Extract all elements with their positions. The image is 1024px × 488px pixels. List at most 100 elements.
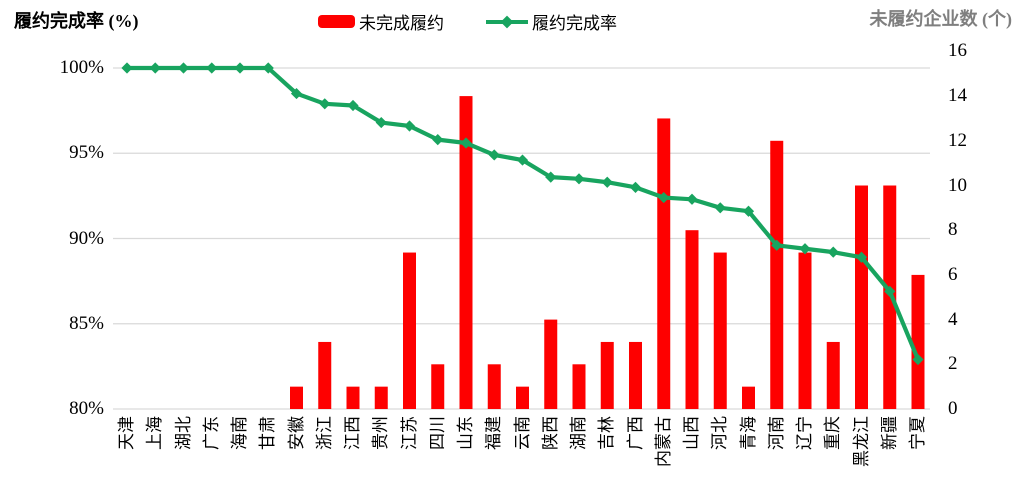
- bar-安徽: [290, 386, 303, 409]
- marker-浙江: [319, 98, 331, 110]
- bar-云南: [516, 386, 529, 409]
- bar-湖南: [572, 364, 586, 409]
- category-label-wrap: 四川: [428, 416, 447, 488]
- category-label-wrap: 贵州: [371, 416, 391, 488]
- category-label-wrap: 辽宁: [795, 416, 814, 488]
- category-label-wrap: 浙江: [314, 416, 334, 488]
- marker-辽宁: [799, 243, 811, 255]
- bar-河南: [770, 140, 784, 410]
- legend-line-swatch-icon: [486, 15, 528, 28]
- right-tick-4: 4: [948, 308, 958, 330]
- left-tick-85%: 85%: [69, 312, 104, 334]
- category-label-河北: 河北: [710, 416, 730, 450]
- category-label-黑龙江: 黑龙江: [851, 416, 871, 467]
- bar-江西: [346, 386, 360, 409]
- marker-广东: [206, 62, 218, 74]
- category-label-wrap: 宁夏: [908, 416, 927, 488]
- category-label-甘肃: 甘肃: [258, 416, 278, 450]
- category-label-安徽: 安徽: [286, 416, 306, 450]
- marker-安徽: [290, 87, 303, 100]
- category-label-wrap: 海南: [230, 416, 249, 488]
- category-label-wrap: 福建: [484, 416, 504, 488]
- bar-福建: [487, 364, 501, 409]
- category-label-wrap: 青海: [738, 416, 758, 488]
- bar-山西: [685, 230, 699, 409]
- marker-宁夏: [912, 353, 924, 366]
- category-label-wrap: 湖北: [174, 416, 193, 488]
- marker-海南: [234, 62, 246, 74]
- bar-吉林: [600, 341, 614, 409]
- marker-青海: [742, 205, 755, 217]
- bar-黑龙江: [855, 185, 868, 409]
- category-label-wrap: 吉林: [597, 416, 617, 488]
- marker-江西: [347, 99, 359, 112]
- marker-天津: [121, 62, 133, 74]
- category-label-青海: 青海: [738, 416, 758, 450]
- bar-宁夏: [911, 274, 925, 409]
- legend-bar-swatch-icon: [318, 15, 355, 28]
- left-tick-100%: 100%: [59, 57, 104, 78]
- category-label-山东: 山东: [456, 416, 475, 450]
- marker-福建: [488, 149, 500, 161]
- left-tick-90%: 90%: [69, 227, 104, 249]
- right-tick-8: 8: [948, 219, 958, 241]
- category-label-wrap: 广西: [625, 416, 645, 488]
- marker-上海: [149, 62, 161, 74]
- marker-湖北: [177, 62, 190, 74]
- category-label-wrap: 陕西: [540, 416, 560, 488]
- marker-云南: [516, 154, 529, 166]
- left-tick-95%: 95%: [69, 142, 104, 164]
- category-label-贵州: 贵州: [371, 416, 391, 450]
- category-label-wrap: 甘肃: [258, 416, 278, 488]
- bar-内蒙古: [657, 118, 671, 409]
- marker-江苏: [403, 120, 416, 132]
- category-label-吉林: 吉林: [597, 416, 617, 450]
- bar-河北: [713, 252, 727, 409]
- category-label-江西: 江西: [343, 416, 362, 450]
- bar-山东: [459, 96, 473, 409]
- marker-陕西: [545, 171, 557, 183]
- category-label-wrap: 黑龙江: [851, 416, 871, 488]
- bar-贵州: [374, 386, 388, 409]
- category-label-wrap: 上海: [145, 416, 164, 488]
- bar-浙江: [318, 341, 332, 409]
- marker-重庆: [827, 246, 839, 258]
- marker-河南: [771, 239, 783, 251]
- right-tick-14: 14: [948, 85, 967, 107]
- category-label-广西: 广西: [625, 416, 645, 450]
- right-tick-12: 12: [948, 129, 967, 151]
- category-label-陕西: 陕西: [540, 416, 560, 450]
- marker-新疆: [884, 285, 896, 297]
- category-label-云南: 云南: [512, 416, 532, 450]
- left-tick-80%: 80%: [69, 398, 104, 419]
- marker-甘肃: [262, 62, 274, 74]
- bar-新疆: [883, 185, 897, 409]
- marker-黑龙江: [855, 251, 868, 263]
- bar-四川: [431, 364, 445, 409]
- right-axis-title: 未履约企业数 (个): [869, 9, 1013, 29]
- bar-陕西: [544, 319, 558, 409]
- marker-四川: [432, 134, 444, 146]
- marker-内蒙古: [658, 191, 670, 204]
- category-label-wrap: 江西: [343, 416, 362, 488]
- category-label-河南: 河南: [766, 416, 786, 450]
- right-tick-0: 0: [948, 398, 958, 419]
- category-label-wrap: 新疆: [879, 416, 899, 488]
- category-label-海南: 海南: [230, 416, 249, 450]
- bar-江苏: [403, 252, 416, 409]
- category-label-wrap: 天津: [117, 416, 136, 488]
- category-label-浙江: 浙江: [314, 416, 334, 450]
- category-label-新疆: 新疆: [879, 416, 899, 450]
- legend-label-bars: 未完成履约: [359, 14, 444, 33]
- marker-山东: [460, 137, 472, 149]
- category-label-重庆: 重庆: [823, 416, 843, 450]
- category-label-wrap: 江苏: [400, 416, 419, 488]
- right-tick-6: 6: [948, 263, 958, 285]
- marker-贵州: [375, 116, 387, 129]
- marker-广西: [629, 181, 642, 193]
- category-label-湖南: 湖南: [569, 416, 588, 450]
- category-label-福建: 福建: [484, 416, 504, 450]
- marker-河北: [714, 202, 726, 214]
